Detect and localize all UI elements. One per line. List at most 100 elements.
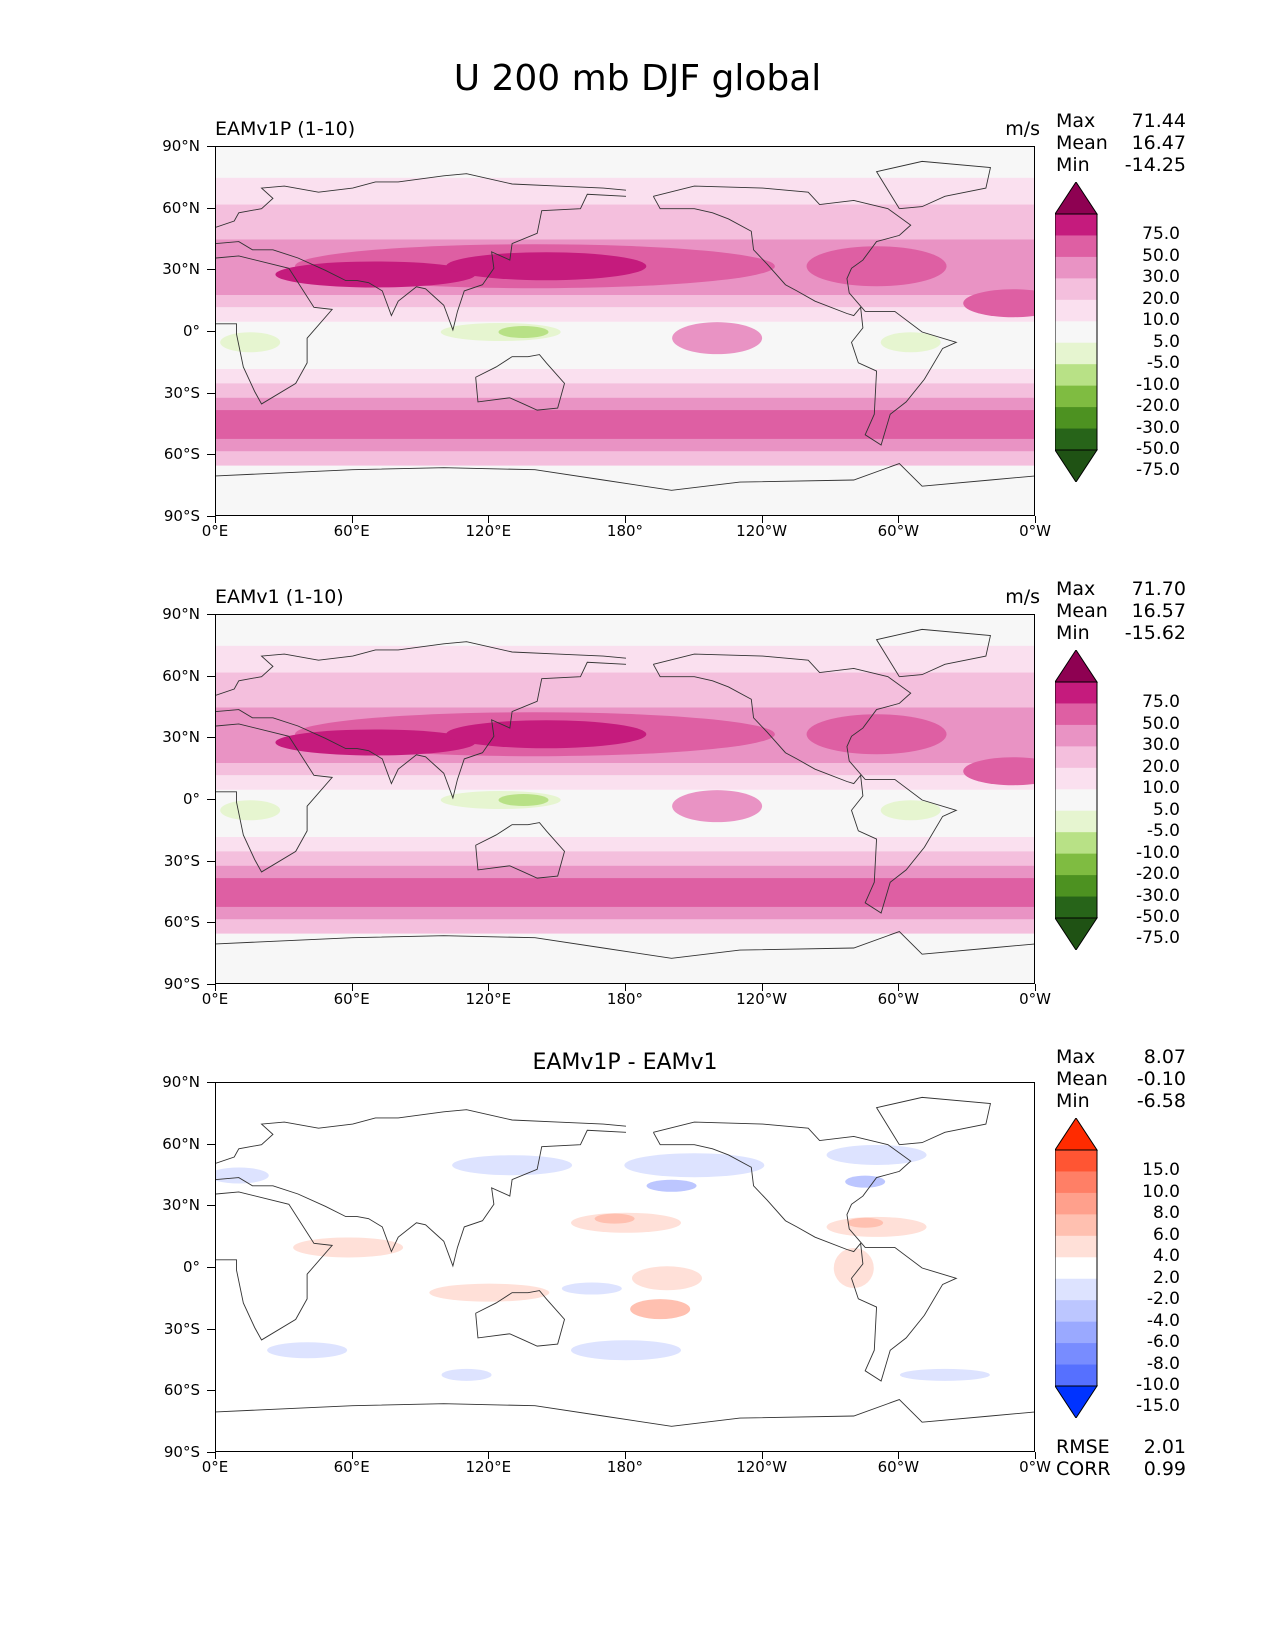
colorbar-tick-label: -15.0 — [1136, 1396, 1180, 1417]
lon-tick-label: 120°W — [736, 522, 788, 540]
lon-tick-label: 60°E — [333, 522, 370, 540]
stat-min-label: Min — [1056, 154, 1090, 176]
coastlines — [216, 1096, 1034, 1427]
colorbar-tick-label: -6.0 — [1146, 1332, 1180, 1353]
colorbar-segment — [1055, 1343, 1097, 1366]
lon-tick — [761, 984, 763, 991]
colorbar-segment — [1055, 214, 1097, 236]
coastline-segment — [216, 255, 334, 405]
colorbar-tick-label: 50.0 — [1142, 713, 1180, 734]
colorbar-segment — [1055, 278, 1097, 301]
lon-tick-label: 0°E — [201, 990, 229, 1008]
lon-tick-label: 60°E — [333, 1458, 370, 1476]
field-band — [216, 878, 1034, 907]
field-feature — [672, 790, 763, 823]
coastline-segment — [875, 628, 991, 678]
colorbar-tick-label: -2.0 — [1146, 1289, 1180, 1310]
jet-core — [806, 246, 947, 287]
colorbar-segment — [1055, 1214, 1097, 1237]
colorbar-tick-label: 6.0 — [1152, 1224, 1180, 1245]
colorbar-segment — [1055, 875, 1097, 898]
colorbar — [1055, 1118, 1098, 1418]
colorbar-extend-max — [1055, 1118, 1098, 1151]
colorbar-tick-label: -20.0 — [1136, 396, 1180, 417]
lon-tick — [351, 1452, 353, 1459]
negative-anomaly — [845, 1175, 886, 1188]
colorbar-extend-min — [1055, 917, 1098, 950]
coastline-segment — [216, 193, 627, 332]
colorbar-segment — [1055, 1300, 1097, 1323]
colorbar-segment — [1055, 703, 1097, 726]
colorbar-tick-label: 2.0 — [1152, 1267, 1180, 1288]
positive-anomaly — [632, 1266, 702, 1291]
lat-tick-label: 30°N — [162, 260, 200, 279]
stat-mean-value: 16.57 — [1131, 600, 1186, 622]
negative-anomaly — [267, 1342, 348, 1359]
lat-tick — [207, 516, 215, 517]
colorbar-segment — [1055, 896, 1097, 919]
coastline-segment — [216, 1399, 1034, 1427]
colorbar-tick-label: 5.0 — [1152, 799, 1180, 820]
colorbar-extend-min — [1055, 449, 1098, 482]
lat-tick-label: 60°N — [162, 198, 200, 217]
colorbar-segment — [1055, 746, 1097, 769]
stat-min-label: Min — [1056, 1090, 1090, 1112]
coastline-segment — [475, 354, 565, 411]
colorbar-segment — [1055, 682, 1097, 704]
colorbar-frame — [1055, 213, 1098, 451]
lon-tick-label: 60°E — [333, 990, 370, 1008]
lon-tick — [625, 1452, 626, 1459]
colorbar-tick-label: -5.0 — [1146, 353, 1180, 374]
coastline-segment — [875, 1096, 991, 1146]
colorbar-tick-label: 30.0 — [1142, 735, 1180, 756]
metric-corr-value: 0.99 — [1143, 1458, 1186, 1480]
coastline-segment — [652, 653, 958, 914]
lon-tick — [215, 1452, 216, 1459]
stat-max-label: Max — [1056, 1046, 1096, 1068]
negative-anomaly — [216, 1167, 269, 1184]
colorbar-segment — [1055, 256, 1097, 279]
field-background — [216, 1083, 1034, 1451]
metrics-block: RMSE 2.01 CORR 0.99 — [1056, 1436, 1186, 1480]
negative-anomaly — [826, 1144, 927, 1165]
coastline-segment — [216, 173, 627, 228]
colorbar-segment — [1055, 1321, 1097, 1344]
colorbar-tick-label: -30.0 — [1136, 417, 1180, 438]
stat-min-value: -6.58 — [1136, 1090, 1186, 1112]
colorbar — [1055, 182, 1098, 482]
lat-tick — [207, 1390, 215, 1392]
panel-reference-model: EAMv1 (1-10) m/s Max 71.70 Mean 16.57 Min -… — [0, 578, 1275, 1056]
colorbar-segment — [1055, 321, 1097, 344]
lon-tick-label: 180° — [606, 522, 644, 540]
lat-tick-label: 90°S — [163, 507, 200, 525]
jet-core — [806, 714, 947, 755]
stats-block: Max 8.07 Mean -0.10 Min -6.58 — [1056, 1046, 1186, 1112]
coastline-segment — [652, 185, 958, 446]
coastline-segment — [216, 723, 334, 873]
lon-tick — [625, 984, 626, 991]
colorbar-tick-label: 15.0 — [1142, 1160, 1180, 1181]
lat-tick-label: 30°S — [163, 383, 200, 402]
colorbar-segment — [1055, 407, 1097, 430]
coastlines — [216, 628, 1034, 959]
stat-max-label: Max — [1056, 110, 1096, 132]
coastline-segment — [875, 160, 991, 210]
lon-tick — [351, 984, 353, 991]
colorbar-segment — [1055, 1364, 1097, 1387]
colorbar-tick-label: -10.0 — [1136, 374, 1180, 395]
lon-tick-label: 0°W — [1019, 990, 1051, 1008]
field-band — [216, 410, 1034, 439]
lat-tick — [207, 1205, 215, 1207]
panel-title-center: EAMv1P - EAMv1 — [532, 1050, 718, 1075]
lat-tick-label: 90°S — [163, 1443, 200, 1461]
lon-tick-label: 120°W — [736, 1458, 788, 1476]
panel-title-left: EAMv1 (1-10) — [215, 586, 344, 608]
colorbar-tick-label: 10.0 — [1142, 1181, 1180, 1202]
coastline-segment — [216, 931, 1034, 959]
lon-tick — [625, 516, 626, 523]
easterly-region — [498, 326, 549, 338]
stat-mean-value: 16.47 — [1131, 132, 1186, 154]
positive-anomaly — [833, 1248, 874, 1288]
colorbar-segment — [1055, 853, 1097, 876]
colorbar-extend-max — [1055, 182, 1098, 215]
